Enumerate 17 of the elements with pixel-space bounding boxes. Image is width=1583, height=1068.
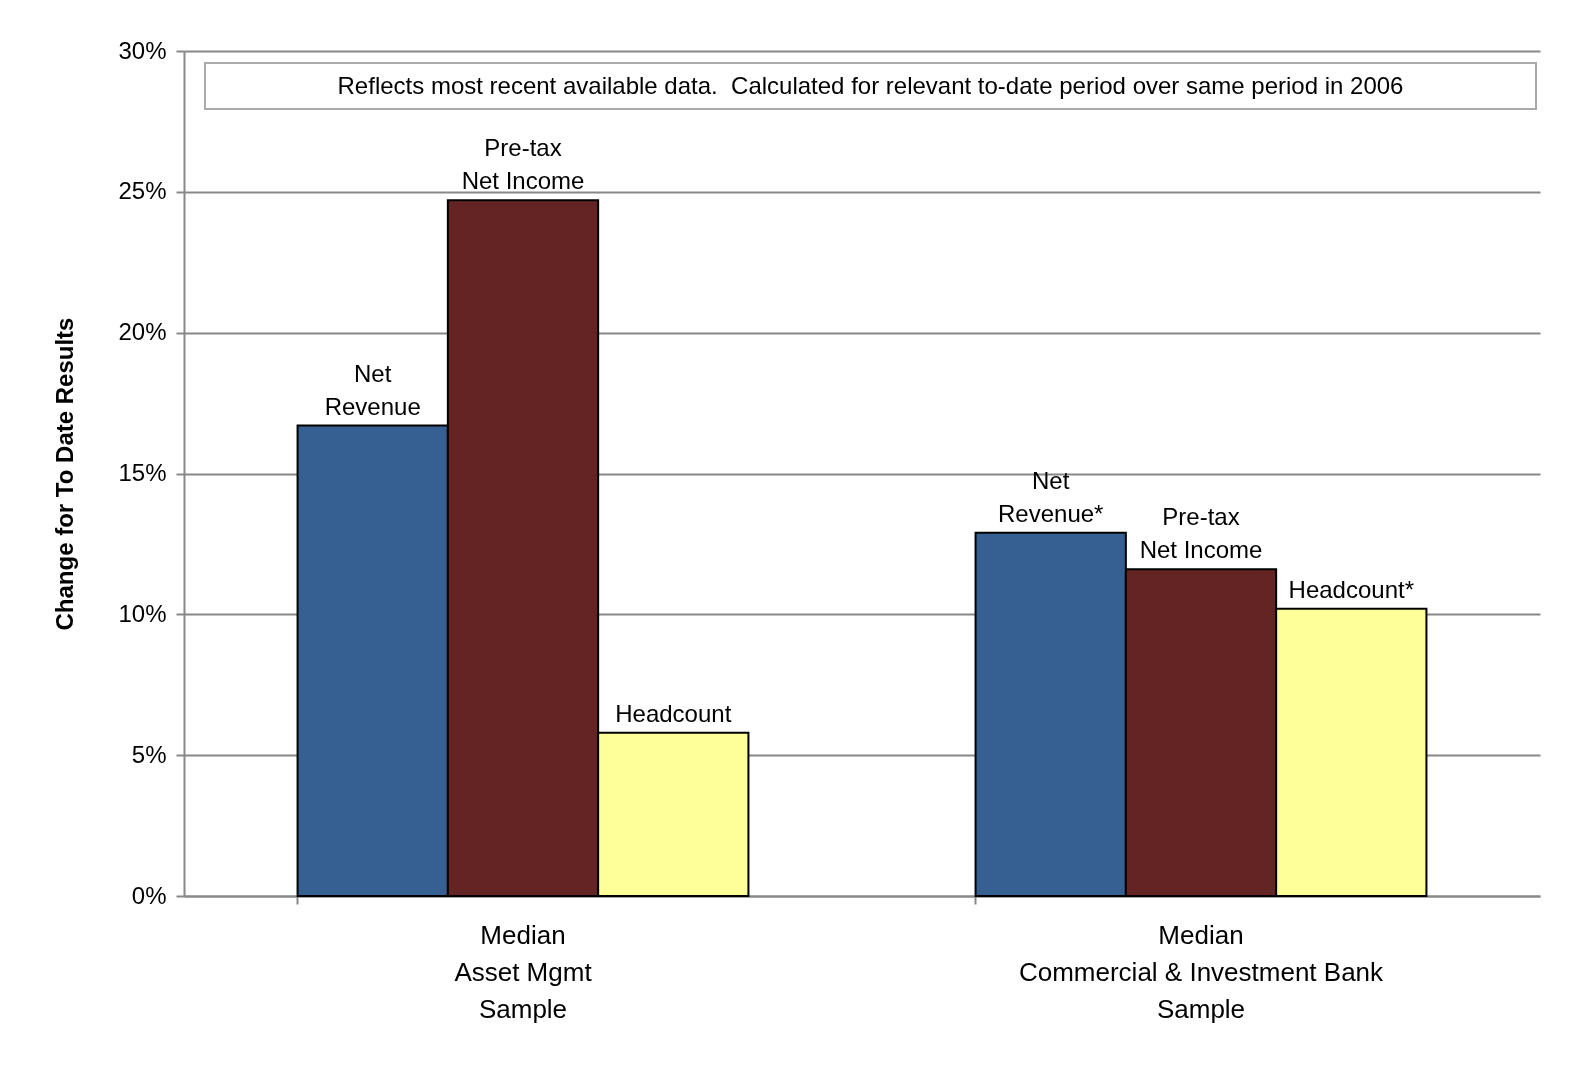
y-tick-label: 0% [131, 881, 167, 909]
y-axis-title: Change for To Date Results [51, 317, 79, 631]
y-tick-label: 25% [118, 177, 167, 205]
annotation: Pre-tax Net Income [1139, 503, 1263, 564]
annotation: Net Revenue* [998, 466, 1104, 527]
annotation: Net Revenue [324, 359, 421, 420]
annotation: Pre-tax Net Income [461, 134, 585, 195]
y-tick-label: 5% [131, 740, 167, 768]
annotation: Headcount* [1288, 575, 1415, 603]
x-tick-label: Median Asset Mgmt Sample [454, 919, 593, 1024]
y-tick-label: 10% [118, 599, 167, 627]
annotation: Headcount [615, 699, 732, 727]
y-tick-label: 30% [118, 36, 167, 64]
y-tick-label: 15% [118, 459, 167, 486]
y-tick-label: 20% [118, 318, 167, 346]
x-tick-label: Median Commercial & Investment Bank Sample [1018, 919, 1385, 1024]
note-box: Reflects most recent available data. Calculated for relevant to-date period over same period in 2006 [204, 62, 1537, 110]
